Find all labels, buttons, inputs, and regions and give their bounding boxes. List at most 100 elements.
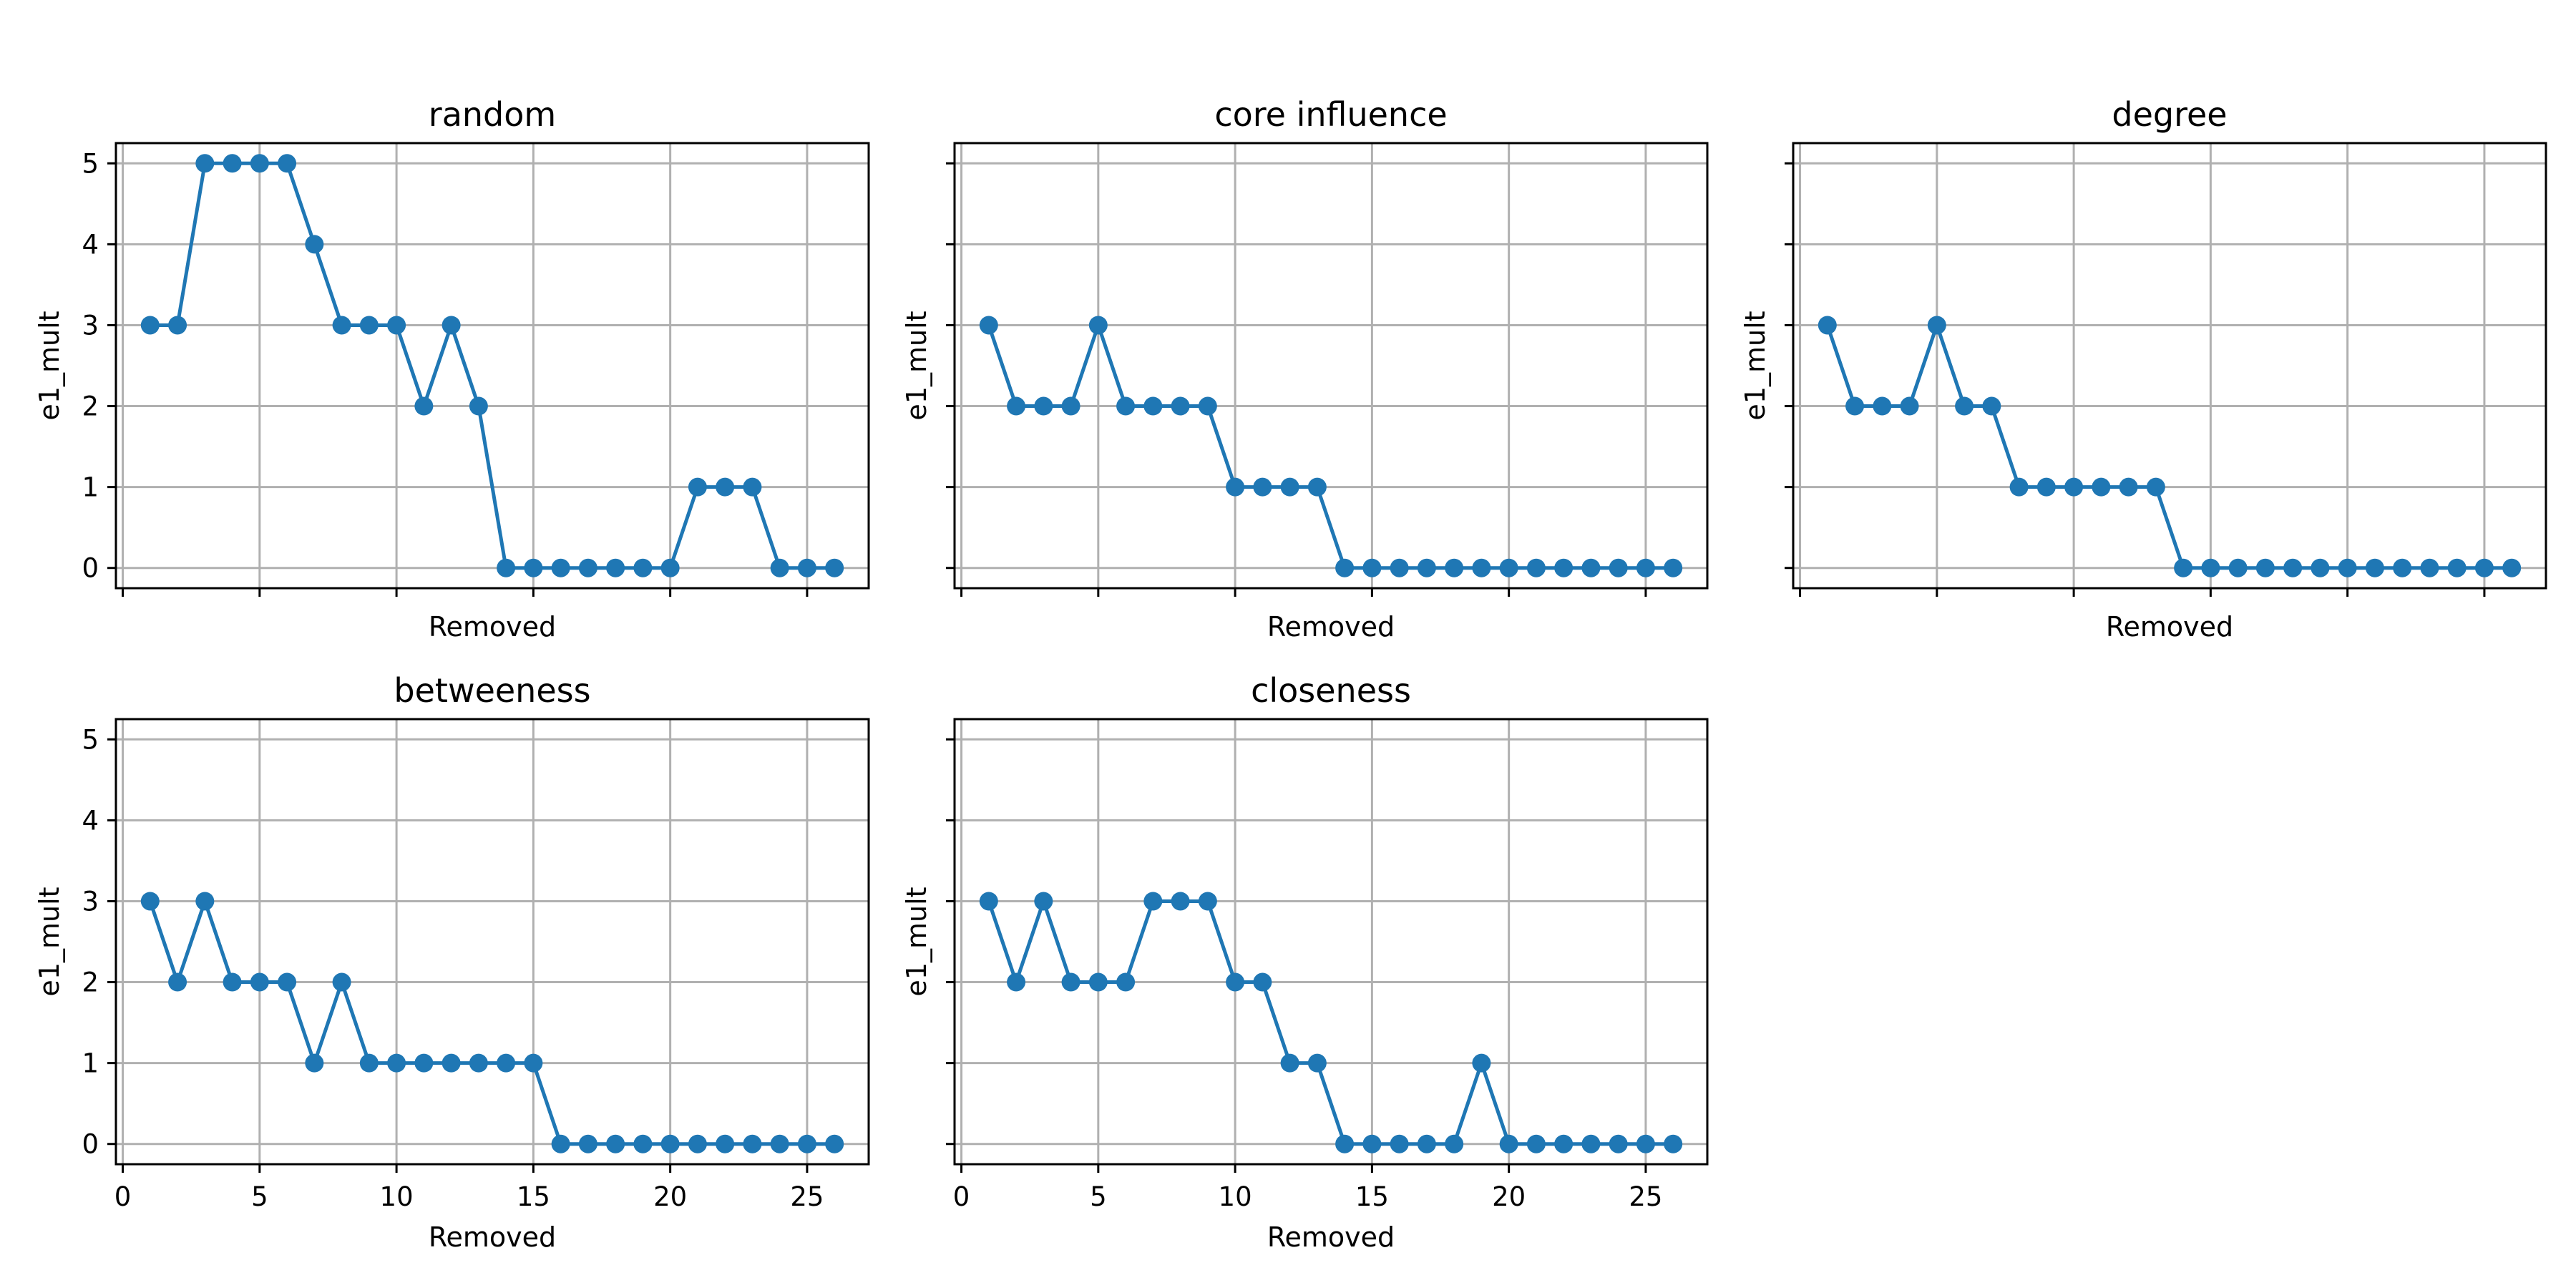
data-point xyxy=(2064,477,2084,497)
data-point xyxy=(250,154,269,173)
data-point xyxy=(1581,558,1601,577)
x-tick-label: 15 xyxy=(517,1181,550,1212)
subplot-title: betweeness xyxy=(394,671,590,710)
x-tick-label: 10 xyxy=(380,1181,414,1212)
data-point xyxy=(1253,972,1272,992)
axes-frame xyxy=(1792,142,2547,590)
data-point xyxy=(223,154,242,173)
x-axis-label: Removed xyxy=(2106,611,2233,643)
data-point xyxy=(278,154,297,173)
data-point xyxy=(1198,892,1217,911)
data-point xyxy=(1007,972,1026,992)
y-tick-label: 4 xyxy=(82,805,99,836)
subplot-4: 0 5 10 15 20 25 0 1 2 3 4 5 betweeness Removed e1_mult xyxy=(34,671,870,1253)
data-point xyxy=(660,558,680,577)
y-tick-label: 3 xyxy=(82,310,99,341)
x-tick-label: 20 xyxy=(1492,1181,1526,1212)
x-axis-label: Removed xyxy=(1267,611,1395,643)
data-point xyxy=(1335,558,1355,577)
series-line xyxy=(987,323,1674,570)
subplot-2: core influence Removed e1_mult xyxy=(901,95,1709,643)
y-axis-label: e1_mult xyxy=(34,887,65,996)
data-point xyxy=(797,558,816,577)
data-point xyxy=(441,316,461,335)
data-point xyxy=(606,1134,625,1153)
data-point xyxy=(578,558,597,577)
y-tick-label: 5 xyxy=(82,148,99,179)
data-point xyxy=(387,316,406,335)
data-point xyxy=(1609,558,1628,577)
y-axis-label: e1_mult xyxy=(1740,311,1771,420)
data-point xyxy=(1526,558,1546,577)
data-point xyxy=(1088,972,1108,992)
data-point xyxy=(2420,558,2439,577)
data-point xyxy=(1171,396,1190,416)
data-point xyxy=(979,316,998,335)
x-tick-label: 15 xyxy=(1355,1181,1389,1212)
x-tick-label: 20 xyxy=(653,1181,687,1212)
data-point xyxy=(2174,558,2193,577)
data-point xyxy=(2365,558,2384,577)
data-point xyxy=(1554,1134,1574,1153)
x-tick-label: 25 xyxy=(790,1181,824,1212)
data-point xyxy=(770,558,789,577)
data-point xyxy=(1198,396,1217,416)
data-point xyxy=(1636,558,1655,577)
data-point xyxy=(2283,558,2303,577)
data-point xyxy=(1955,396,1974,416)
y-axis-label: e1_mult xyxy=(901,887,932,996)
data-point xyxy=(1335,1134,1355,1153)
data-point xyxy=(1900,396,1919,416)
data-point xyxy=(2201,558,2220,577)
data-point xyxy=(140,892,160,911)
data-point xyxy=(743,1134,762,1153)
axes-frame xyxy=(953,718,1709,1166)
data-point xyxy=(1982,396,2001,416)
y-tick-label: 3 xyxy=(82,886,99,917)
subplot-5: 0 5 10 15 20 25 closeness Removed e1_mult xyxy=(901,671,1709,1253)
data-point xyxy=(2474,558,2494,577)
data-point xyxy=(305,235,324,254)
data-point xyxy=(1609,1134,1628,1153)
data-point xyxy=(441,1053,461,1073)
data-point xyxy=(1390,1134,1409,1153)
data-point xyxy=(1636,1134,1655,1153)
data-point xyxy=(387,1053,406,1073)
data-point xyxy=(2036,477,2056,497)
data-point xyxy=(414,396,434,416)
series-line xyxy=(148,899,835,1146)
data-point xyxy=(2228,558,2248,577)
data-point xyxy=(551,558,570,577)
data-point xyxy=(497,558,516,577)
data-point xyxy=(716,1134,735,1153)
data-point xyxy=(359,316,379,335)
data-point xyxy=(1472,558,1491,577)
data-point xyxy=(1226,972,1245,992)
data-point xyxy=(979,892,998,911)
subplot-title: core influence xyxy=(1214,95,1447,134)
x-tick-label: 25 xyxy=(1629,1181,1662,1212)
data-point xyxy=(1845,396,1865,416)
series-line xyxy=(987,899,1674,1146)
data-point xyxy=(524,1053,543,1073)
data-point xyxy=(332,316,351,335)
series-line xyxy=(150,161,835,570)
data-point xyxy=(1007,396,1026,416)
subplot-title: random xyxy=(429,95,556,134)
data-point xyxy=(1927,316,1946,335)
y-tick-label: 4 xyxy=(82,229,99,260)
data-point xyxy=(1253,477,1272,497)
data-point xyxy=(825,1134,844,1153)
y-tick-label: 2 xyxy=(82,391,99,422)
data-point xyxy=(2092,477,2111,497)
data-point xyxy=(2255,558,2275,577)
y-axis-label: e1_mult xyxy=(901,311,932,420)
x-tick-label: 0 xyxy=(114,1181,132,1212)
y-axis-label: e1_mult xyxy=(34,311,65,420)
x-axis-label: Removed xyxy=(429,611,556,643)
data-point xyxy=(825,558,844,577)
data-point xyxy=(1526,1134,1546,1153)
data-point xyxy=(1061,972,1080,992)
data-point xyxy=(140,316,160,335)
